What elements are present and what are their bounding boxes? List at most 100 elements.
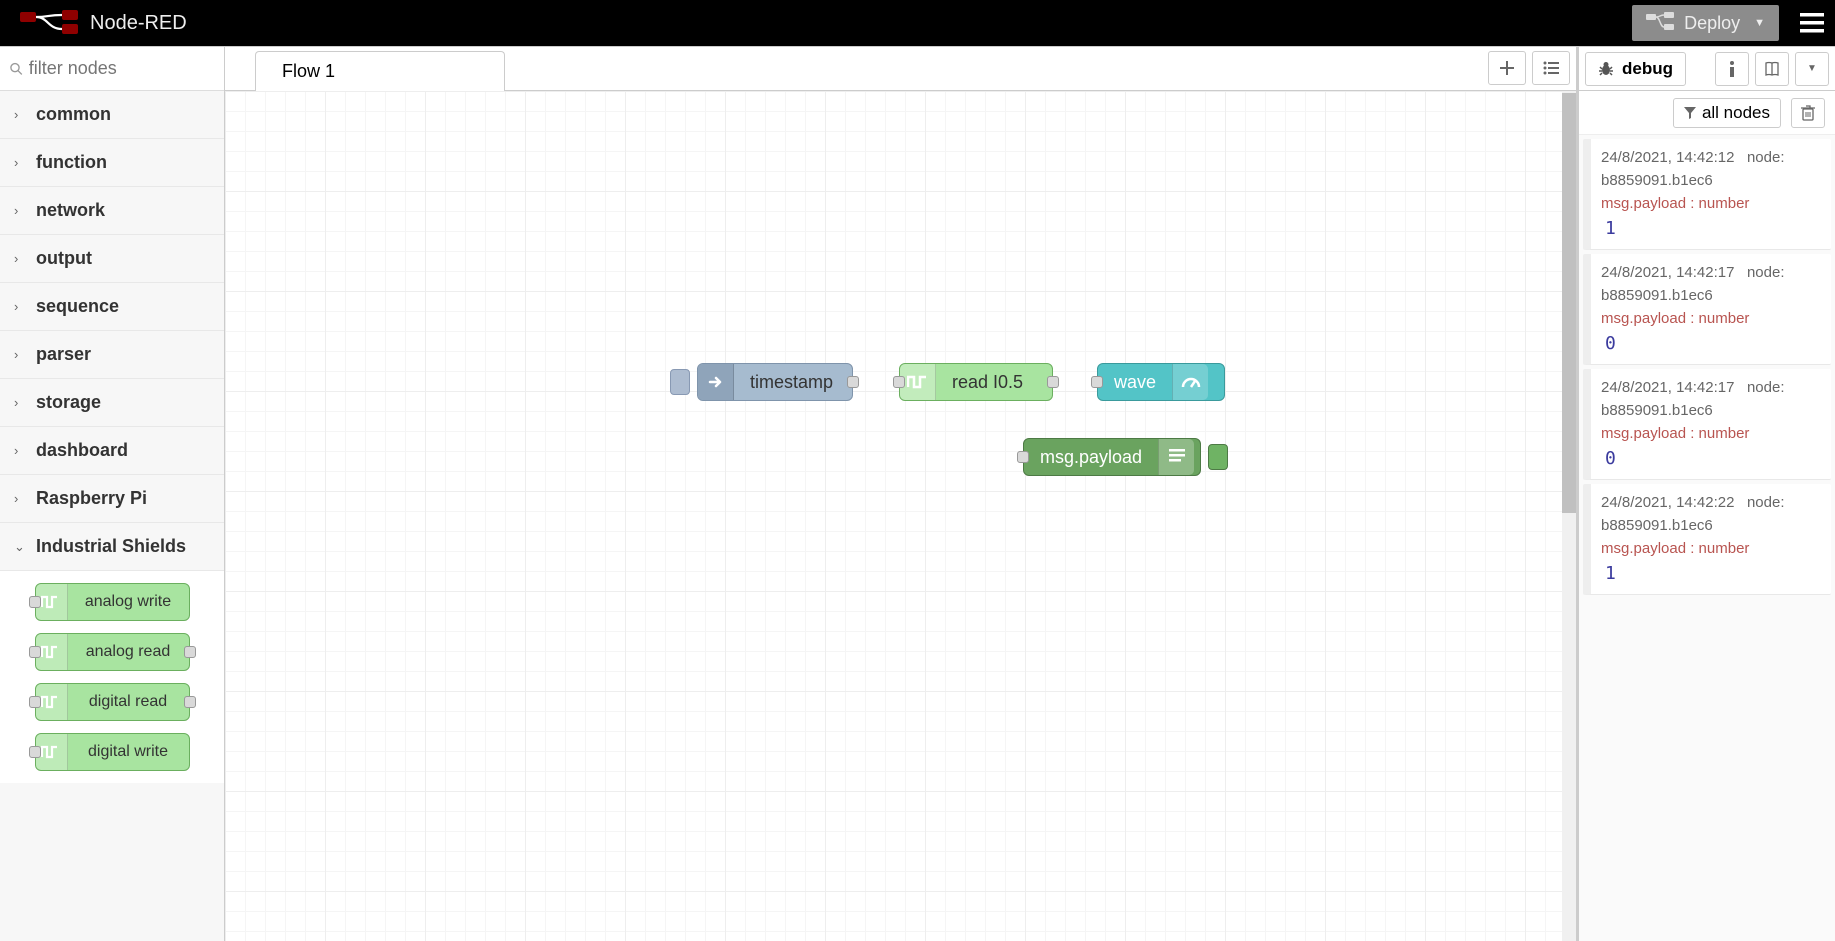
debug-messages[interactable]: 24/8/2021, 14:42:12 node: b8859091.b1ec6…	[1579, 135, 1835, 941]
help-tab-button[interactable]	[1755, 52, 1789, 86]
node-input-port[interactable]	[1091, 376, 1103, 388]
read-node[interactable]: read I0.5	[899, 363, 1053, 401]
inject-trigger-button[interactable]	[670, 369, 690, 395]
palette-node-analog-write[interactable]: analog write	[35, 583, 190, 621]
palette-node-label: digital write	[68, 743, 189, 761]
port	[29, 696, 41, 708]
debug-value: 1	[1601, 218, 1821, 239]
debug-tab[interactable]: debug	[1585, 52, 1686, 86]
debug-path: msg.payload : number	[1601, 195, 1821, 212]
category-label: storage	[36, 392, 101, 413]
chevron-icon: ›	[14, 107, 24, 122]
info-icon	[1728, 61, 1736, 77]
palette-category-industrial-shields[interactable]: ⌄ Industrial Shields	[0, 523, 224, 571]
debug-message[interactable]: 24/8/2021, 14:42:22 node: b8859091.b1ec6…	[1583, 484, 1831, 595]
pulse-icon	[900, 364, 936, 400]
debug-node-label: msg.payload	[1024, 447, 1158, 468]
debug-value: 0	[1601, 333, 1821, 354]
port	[29, 746, 41, 758]
palette-category-sequence[interactable]: ›sequence	[0, 283, 224, 331]
workspace: Flow 1 timestamp	[225, 47, 1577, 941]
debug-message[interactable]: 24/8/2021, 14:42:12 node: b8859091.b1ec6…	[1583, 139, 1831, 250]
category-label: dashboard	[36, 440, 128, 461]
deploy-icon	[1646, 12, 1674, 34]
category-label: network	[36, 200, 105, 221]
main-container: ›common›function›network›output›sequence…	[0, 46, 1835, 941]
port	[29, 596, 41, 608]
palette-node-digital-read[interactable]: digital read	[35, 683, 190, 721]
chevron-icon: ›	[14, 299, 24, 314]
header-bar: Node-RED Deploy ▼	[0, 0, 1835, 46]
port	[184, 646, 196, 658]
wave-node[interactable]: wave	[1097, 363, 1225, 401]
inject-node[interactable]: timestamp	[697, 363, 853, 401]
port	[29, 646, 41, 658]
plus-icon	[1500, 61, 1514, 75]
add-flow-button[interactable]	[1488, 51, 1526, 85]
palette-category-raspberry-pi[interactable]: › Raspberry Pi	[0, 475, 224, 523]
chevron-icon: ›	[14, 395, 24, 410]
workspace-tabs: Flow 1	[225, 47, 1576, 91]
node-output-port[interactable]	[1047, 376, 1059, 388]
palette-category-network[interactable]: ›network	[0, 187, 224, 235]
node-red-logo-icon	[20, 10, 78, 36]
caret-down-icon: ▼	[1807, 63, 1817, 74]
node-input-port[interactable]	[1017, 451, 1029, 463]
category-label: Raspberry Pi	[36, 488, 147, 509]
palette-node-analog-read[interactable]: analog read	[35, 633, 190, 671]
debug-message[interactable]: 24/8/2021, 14:42:17 node: b8859091.b1ec6…	[1583, 254, 1831, 365]
funnel-icon	[1684, 107, 1696, 119]
debug-filter-button[interactable]: all nodes	[1673, 98, 1781, 128]
debug-message[interactable]: 24/8/2021, 14:42:17 node: b8859091.b1ec6…	[1583, 369, 1831, 480]
palette-nodes: analog write analog read digital read digit…	[0, 571, 224, 783]
filter-label: all nodes	[1702, 103, 1770, 123]
info-tab-button[interactable]	[1715, 52, 1749, 86]
palette-category-parser[interactable]: › parser	[0, 331, 224, 379]
sidebar-options-button[interactable]: ▼	[1795, 52, 1829, 86]
flow-list-button[interactable]	[1532, 51, 1570, 85]
sidebar-tabs: debug ▼	[1579, 47, 1835, 91]
book-icon	[1764, 61, 1780, 77]
debug-path: msg.payload : number	[1601, 540, 1821, 557]
node-input-port[interactable]	[893, 376, 905, 388]
port	[184, 696, 196, 708]
sidebar-panel: debug ▼ all nodes 24/8/2021, 14:42:12 no…	[1577, 47, 1835, 941]
canvas-scrollbar-v[interactable]	[1562, 91, 1576, 941]
deploy-button[interactable]: Deploy ▼	[1632, 5, 1779, 41]
debug-clear-button[interactable]	[1791, 98, 1825, 128]
flow-canvas[interactable]: timestamp read I0.5 wave	[225, 91, 1576, 941]
chevron-icon: ›	[14, 347, 24, 362]
palette-category-common[interactable]: ›common	[0, 91, 224, 139]
palette-category-output[interactable]: ›output	[0, 235, 224, 283]
palette-search[interactable]	[0, 47, 224, 91]
flow-tab-label: Flow 1	[282, 61, 335, 82]
debug-timestamp: 24/8/2021, 14:42:17 node: b8859091.b1ec6	[1601, 262, 1821, 307]
chevron-icon: ›	[14, 443, 24, 458]
debug-toggle-button[interactable]	[1208, 444, 1228, 470]
chevron-icon: ›	[14, 155, 24, 170]
palette-node-digital-write[interactable]: digital write	[35, 733, 190, 771]
palette-scroll[interactable]: ›common›function›network›output›sequence…	[0, 91, 224, 941]
debug-toolbar: all nodes	[1579, 91, 1835, 135]
hamburger-icon	[1800, 13, 1824, 33]
read-node-label: read I0.5	[936, 372, 1039, 393]
deploy-caret-icon: ▼	[1754, 17, 1765, 29]
node-output-port[interactable]	[847, 376, 859, 388]
debug-path: msg.payload : number	[1601, 425, 1821, 442]
chevron-icon: ›	[14, 491, 24, 506]
palette-category-storage[interactable]: › storage	[0, 379, 224, 427]
palette-search-input[interactable]	[29, 58, 214, 79]
category-label: parser	[36, 344, 91, 365]
category-label: Industrial Shields	[36, 536, 186, 557]
palette-category-dashboard[interactable]: › dashboard	[0, 427, 224, 475]
debug-value: 1	[1601, 563, 1821, 584]
debug-path: msg.payload : number	[1601, 310, 1821, 327]
debug-node[interactable]: msg.payload	[1023, 438, 1201, 476]
palette-category-function[interactable]: ›function	[0, 139, 224, 187]
hamburger-menu-button[interactable]	[1789, 0, 1835, 46]
app-title: Node-RED	[90, 12, 187, 35]
debug-timestamp: 24/8/2021, 14:42:17 node: b8859091.b1ec6	[1601, 377, 1821, 422]
chevron-icon: ⌄	[14, 539, 24, 555]
flow-tab[interactable]: Flow 1	[255, 51, 505, 91]
deploy-label: Deploy	[1684, 13, 1740, 34]
